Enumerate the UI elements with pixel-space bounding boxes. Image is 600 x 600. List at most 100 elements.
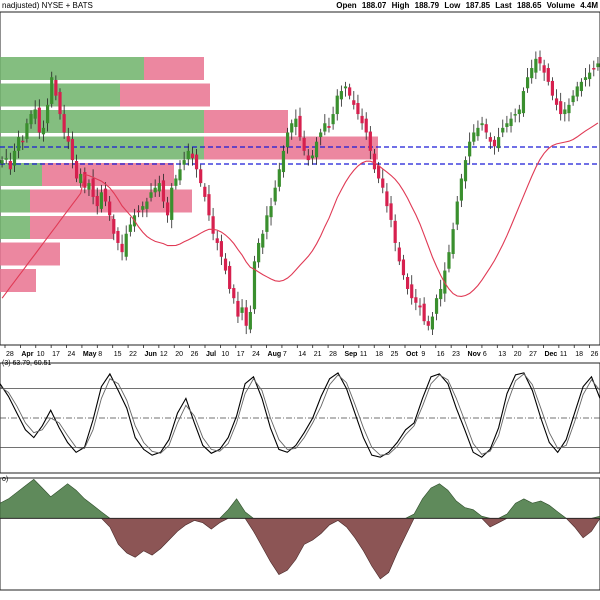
candle-body bbox=[223, 258, 228, 271]
candle-body bbox=[542, 65, 546, 73]
x-tick-label: Aug bbox=[268, 351, 282, 358]
volume-by-price-down-bar bbox=[204, 136, 378, 160]
candle-body bbox=[294, 118, 298, 127]
x-tick-label: Apr bbox=[21, 351, 33, 358]
oscillator-label: o) bbox=[2, 476, 9, 483]
candle-body bbox=[327, 126, 331, 128]
candle-body bbox=[360, 115, 364, 124]
candle-body bbox=[314, 141, 319, 158]
candle-body bbox=[488, 137, 492, 142]
candle-body bbox=[459, 178, 463, 201]
candle-body bbox=[190, 153, 195, 159]
candle-body bbox=[534, 58, 538, 73]
candle-body bbox=[108, 201, 112, 216]
candle-body bbox=[455, 201, 459, 225]
candle-body bbox=[95, 195, 99, 207]
candle-body bbox=[501, 127, 505, 133]
x-tick-label: Jul bbox=[206, 351, 216, 358]
candle-body bbox=[257, 242, 261, 263]
volume-by-price-down-bar bbox=[0, 269, 36, 292]
x-tick-label: 12 bbox=[160, 351, 168, 358]
volume-by-price-up-bar bbox=[0, 57, 144, 80]
candle-body bbox=[244, 307, 248, 326]
candle-body bbox=[99, 192, 103, 209]
candle-body bbox=[302, 137, 306, 151]
candle-body bbox=[306, 155, 310, 161]
candle-body bbox=[530, 68, 534, 79]
candle-body bbox=[58, 91, 62, 115]
candle-body bbox=[472, 132, 476, 142]
x-tick-label: 10 bbox=[37, 351, 45, 358]
volume-label: Volume bbox=[546, 1, 575, 10]
candle-body bbox=[277, 169, 281, 187]
x-tick-label: 22 bbox=[129, 351, 137, 358]
candle-body bbox=[21, 140, 25, 143]
candle-body bbox=[261, 233, 265, 248]
candle-body bbox=[252, 261, 257, 310]
x-tick-label: Jun bbox=[144, 351, 156, 358]
x-tick-label: Sep bbox=[344, 351, 357, 358]
volume-by-price-down-bar bbox=[144, 57, 204, 80]
candle-body bbox=[343, 86, 348, 89]
volume-by-price-down-bar bbox=[120, 83, 210, 107]
candle-body bbox=[372, 153, 377, 170]
candle-body bbox=[509, 118, 513, 127]
candle-body bbox=[33, 109, 37, 119]
high-label: High bbox=[391, 1, 410, 10]
candle-body bbox=[50, 77, 54, 104]
candle-body bbox=[596, 63, 600, 68]
candle-body bbox=[377, 165, 381, 179]
candle-body bbox=[422, 303, 426, 322]
volume-by-price-down-bar bbox=[204, 110, 288, 133]
candle-body bbox=[517, 109, 521, 115]
volume-by-price-down-bar bbox=[0, 242, 60, 266]
x-tick-label: 11 bbox=[360, 351, 367, 358]
candle-body bbox=[401, 259, 406, 276]
stochastic-series-line bbox=[0, 372, 600, 458]
x-tick-label: Nov bbox=[468, 351, 481, 358]
x-tick-label: Oct bbox=[406, 351, 418, 358]
x-tick-label: 24 bbox=[252, 351, 260, 358]
candle-body bbox=[120, 243, 124, 253]
volume-by-price-up-bar bbox=[0, 136, 204, 160]
low-label: Low bbox=[444, 1, 461, 10]
candle-body bbox=[248, 311, 252, 330]
candle-body bbox=[348, 87, 352, 96]
candle-body bbox=[70, 138, 75, 161]
candle-body bbox=[203, 186, 207, 197]
candle-body bbox=[4, 158, 8, 160]
x-tick-label: 20 bbox=[175, 351, 183, 358]
candle-body bbox=[12, 150, 17, 166]
candle-body bbox=[25, 123, 29, 139]
candle-body bbox=[153, 187, 157, 193]
candle-body bbox=[319, 132, 323, 138]
x-tick-label: 9 bbox=[421, 351, 425, 358]
candle-body bbox=[414, 297, 418, 303]
candle-body bbox=[41, 127, 46, 135]
candle-body bbox=[323, 123, 327, 132]
last-value: 188.65 bbox=[516, 1, 542, 10]
candle-body bbox=[273, 187, 277, 202]
volume-by-price-up-bar bbox=[0, 110, 204, 133]
candle-body bbox=[588, 72, 592, 80]
x-tick-label: 15 bbox=[114, 351, 122, 358]
candle-body bbox=[174, 178, 178, 186]
candle-body bbox=[211, 216, 215, 234]
candle-body bbox=[182, 160, 186, 165]
candle-body bbox=[405, 277, 410, 289]
x-tick-label: 17 bbox=[237, 351, 245, 358]
low-value: 187.85 bbox=[465, 1, 491, 10]
x-tick-label: 7 bbox=[283, 351, 287, 358]
candle-body bbox=[83, 172, 87, 188]
candle-body bbox=[219, 241, 223, 257]
x-tick-label: 16 bbox=[437, 351, 445, 358]
x-tick-label: 18 bbox=[575, 351, 583, 358]
price-panel-frame bbox=[0, 11, 600, 346]
x-tick-label: 24 bbox=[68, 351, 76, 358]
candle-body bbox=[285, 132, 290, 148]
candle-body bbox=[66, 136, 70, 142]
candle-body bbox=[583, 77, 588, 80]
candle-body bbox=[310, 155, 315, 159]
candle-body bbox=[426, 321, 430, 326]
candle-body bbox=[484, 124, 488, 133]
